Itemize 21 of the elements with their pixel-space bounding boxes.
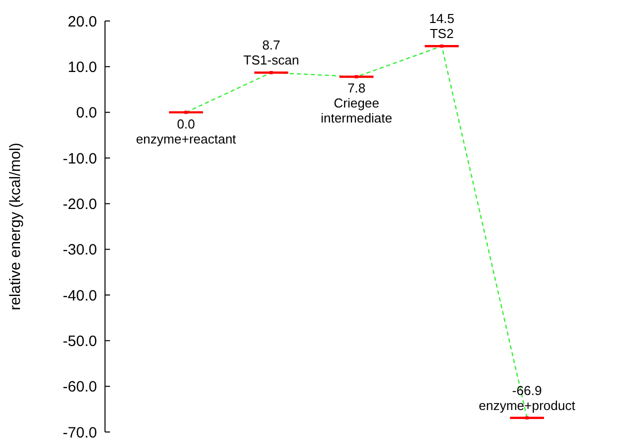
y-tick-label: -70.0 xyxy=(62,424,97,440)
y-tick-label: -30.0 xyxy=(62,242,97,259)
y-tick-label: 20.0 xyxy=(68,13,97,30)
annotation: -66.9 enzyme+product xyxy=(478,382,576,413)
point xyxy=(525,416,529,420)
y-tick-label: -60.0 xyxy=(62,378,97,396)
y-tick-label: 0.0 xyxy=(76,104,97,122)
annotation: 8.7 TS1-scan xyxy=(243,38,300,68)
y-tick-label: -20.0 xyxy=(62,196,97,213)
annotation: 0.0 enzyme+reactant xyxy=(136,116,236,146)
point xyxy=(354,75,358,78)
y-tick-label: 10.0 xyxy=(68,58,97,76)
y-tick-label: -10.0 xyxy=(62,150,97,168)
annotation: 7.8 Criegee intermediate xyxy=(320,80,392,126)
y-axis-title: relative energy (kcal/mol) xyxy=(7,142,24,310)
annotation: 14.5 TS2 xyxy=(429,11,454,42)
point xyxy=(440,44,444,48)
point xyxy=(184,110,188,114)
y-tick-label: -40.0 xyxy=(62,287,97,304)
point xyxy=(270,71,273,74)
y-tick-label: -50.0 xyxy=(62,332,97,350)
